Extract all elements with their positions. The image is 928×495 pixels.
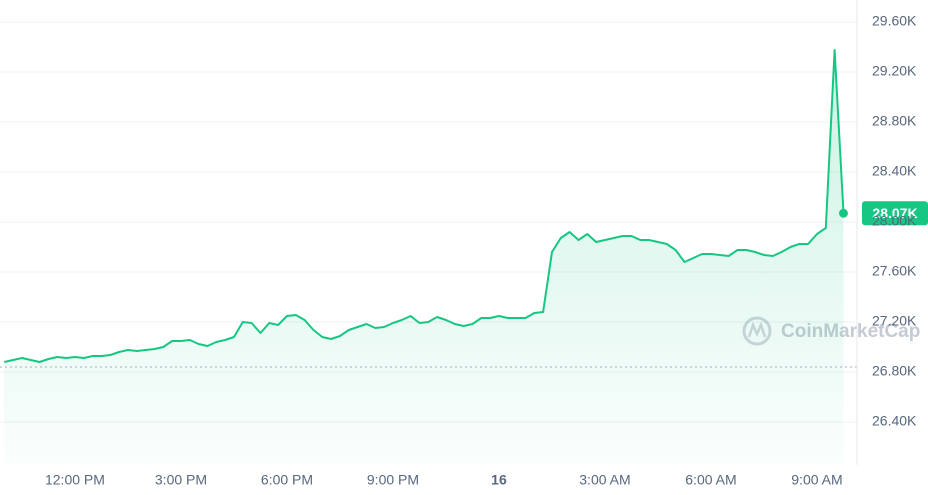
y-tick-label: 29.60K bbox=[872, 13, 917, 29]
x-tick-label: 3:00 AM bbox=[579, 472, 630, 488]
price-tag bbox=[862, 201, 928, 226]
last-point bbox=[838, 208, 848, 218]
x-tick-label: 16 bbox=[491, 472, 507, 488]
y-tick-label: 28.40K bbox=[872, 163, 917, 179]
x-tick-label: 12:00 PM bbox=[45, 472, 105, 488]
y-tick-label: 26.80K bbox=[872, 363, 917, 379]
price-tag-label: 28.07K bbox=[872, 205, 917, 221]
x-tick-label: 9:00 AM bbox=[791, 472, 842, 488]
y-tick-label: 27.60K bbox=[872, 263, 917, 279]
y-tick-label: 29.20K bbox=[872, 63, 917, 79]
x-tick-label: 6:00 PM bbox=[261, 472, 313, 488]
y-tick-label: 28.80K bbox=[872, 113, 917, 129]
y-tick-label: 27.20K bbox=[872, 313, 917, 329]
x-tick-label: 6:00 AM bbox=[685, 472, 736, 488]
x-tick-label: 9:00 PM bbox=[367, 472, 419, 488]
x-tick-label: 3:00 PM bbox=[155, 472, 207, 488]
price-line bbox=[4, 49, 845, 363]
y-tick-label: 28.00K bbox=[872, 213, 917, 229]
y-tick-label: 26.40K bbox=[872, 413, 917, 429]
area bbox=[4, 50, 844, 465]
